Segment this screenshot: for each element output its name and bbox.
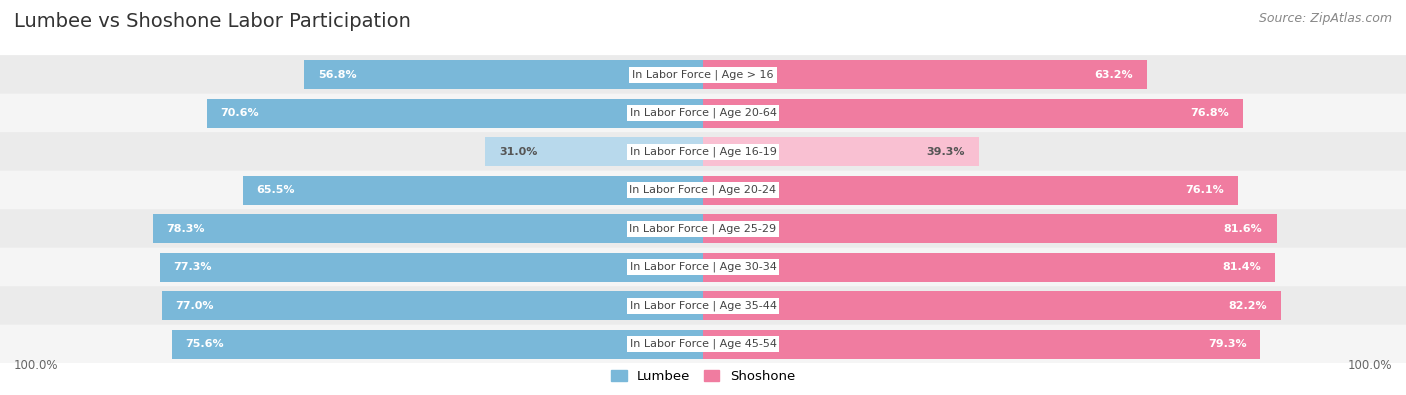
FancyBboxPatch shape — [0, 286, 1406, 325]
Bar — [243, 176, 703, 205]
FancyBboxPatch shape — [0, 94, 1406, 132]
Text: In Labor Force | Age 20-24: In Labor Force | Age 20-24 — [630, 185, 776, 196]
Text: 56.8%: 56.8% — [318, 70, 356, 79]
Text: 81.6%: 81.6% — [1223, 224, 1263, 233]
Text: In Labor Force | Age 20-64: In Labor Force | Age 20-64 — [630, 108, 776, 118]
FancyBboxPatch shape — [0, 132, 1406, 171]
Text: In Labor Force | Age 30-34: In Labor Force | Age 30-34 — [630, 262, 776, 273]
Text: 79.3%: 79.3% — [1208, 339, 1247, 349]
Bar — [304, 60, 703, 89]
Bar — [703, 176, 1237, 205]
FancyBboxPatch shape — [0, 209, 1406, 248]
Bar — [703, 330, 1261, 359]
Legend: Lumbee, Shoshone: Lumbee, Shoshone — [606, 365, 800, 388]
Bar — [207, 99, 703, 128]
Bar — [153, 214, 703, 243]
Text: 81.4%: 81.4% — [1222, 262, 1261, 272]
FancyBboxPatch shape — [0, 171, 1406, 209]
Text: 70.6%: 70.6% — [221, 108, 259, 118]
Text: In Labor Force | Age 35-44: In Labor Force | Age 35-44 — [630, 300, 776, 311]
FancyBboxPatch shape — [0, 248, 1406, 286]
Text: 100.0%: 100.0% — [14, 359, 59, 372]
Text: 77.3%: 77.3% — [174, 262, 212, 272]
Text: 77.0%: 77.0% — [176, 301, 214, 310]
Bar — [485, 137, 703, 166]
Text: 76.8%: 76.8% — [1189, 108, 1229, 118]
Text: Lumbee vs Shoshone Labor Participation: Lumbee vs Shoshone Labor Participation — [14, 12, 411, 31]
Text: 76.1%: 76.1% — [1185, 185, 1223, 195]
FancyBboxPatch shape — [0, 325, 1406, 363]
Text: 31.0%: 31.0% — [499, 147, 537, 156]
Bar — [703, 99, 1243, 128]
Text: Source: ZipAtlas.com: Source: ZipAtlas.com — [1258, 12, 1392, 25]
Bar — [703, 253, 1275, 282]
Text: 78.3%: 78.3% — [167, 224, 205, 233]
Text: In Labor Force | Age 45-54: In Labor Force | Age 45-54 — [630, 339, 776, 350]
Bar — [160, 253, 703, 282]
Text: 82.2%: 82.2% — [1229, 301, 1267, 310]
Bar — [703, 214, 1277, 243]
Bar — [172, 330, 703, 359]
Text: In Labor Force | Age > 16: In Labor Force | Age > 16 — [633, 69, 773, 80]
Text: In Labor Force | Age 16-19: In Labor Force | Age 16-19 — [630, 146, 776, 157]
Text: In Labor Force | Age 25-29: In Labor Force | Age 25-29 — [630, 223, 776, 234]
Text: 39.3%: 39.3% — [927, 147, 966, 156]
Bar — [703, 137, 980, 166]
Text: 75.6%: 75.6% — [186, 339, 224, 349]
Text: 65.5%: 65.5% — [257, 185, 295, 195]
Text: 63.2%: 63.2% — [1095, 70, 1133, 79]
Text: 100.0%: 100.0% — [1347, 359, 1392, 372]
Bar — [162, 291, 703, 320]
FancyBboxPatch shape — [0, 55, 1406, 94]
Bar — [703, 291, 1281, 320]
Bar — [703, 60, 1147, 89]
